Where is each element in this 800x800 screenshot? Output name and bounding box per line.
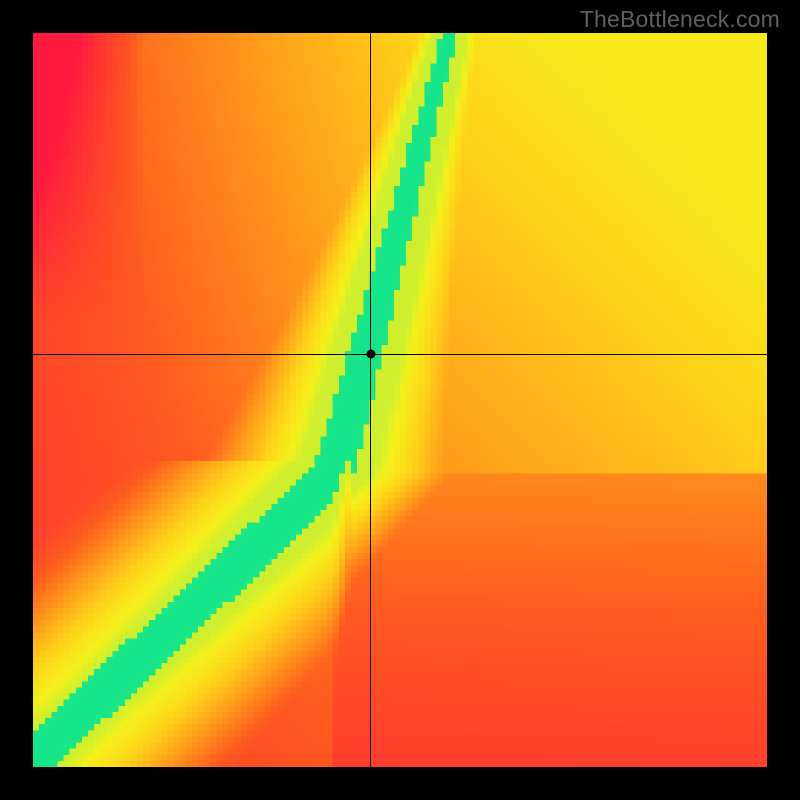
crosshair-marker [366,350,375,359]
chart-container: TheBottleneck.com [0,0,800,800]
plot-area [33,33,767,767]
watermark-text: TheBottleneck.com [580,6,780,33]
heatmap-canvas [33,33,767,767]
crosshair-vertical [370,33,371,767]
crosshair-horizontal [33,354,767,355]
